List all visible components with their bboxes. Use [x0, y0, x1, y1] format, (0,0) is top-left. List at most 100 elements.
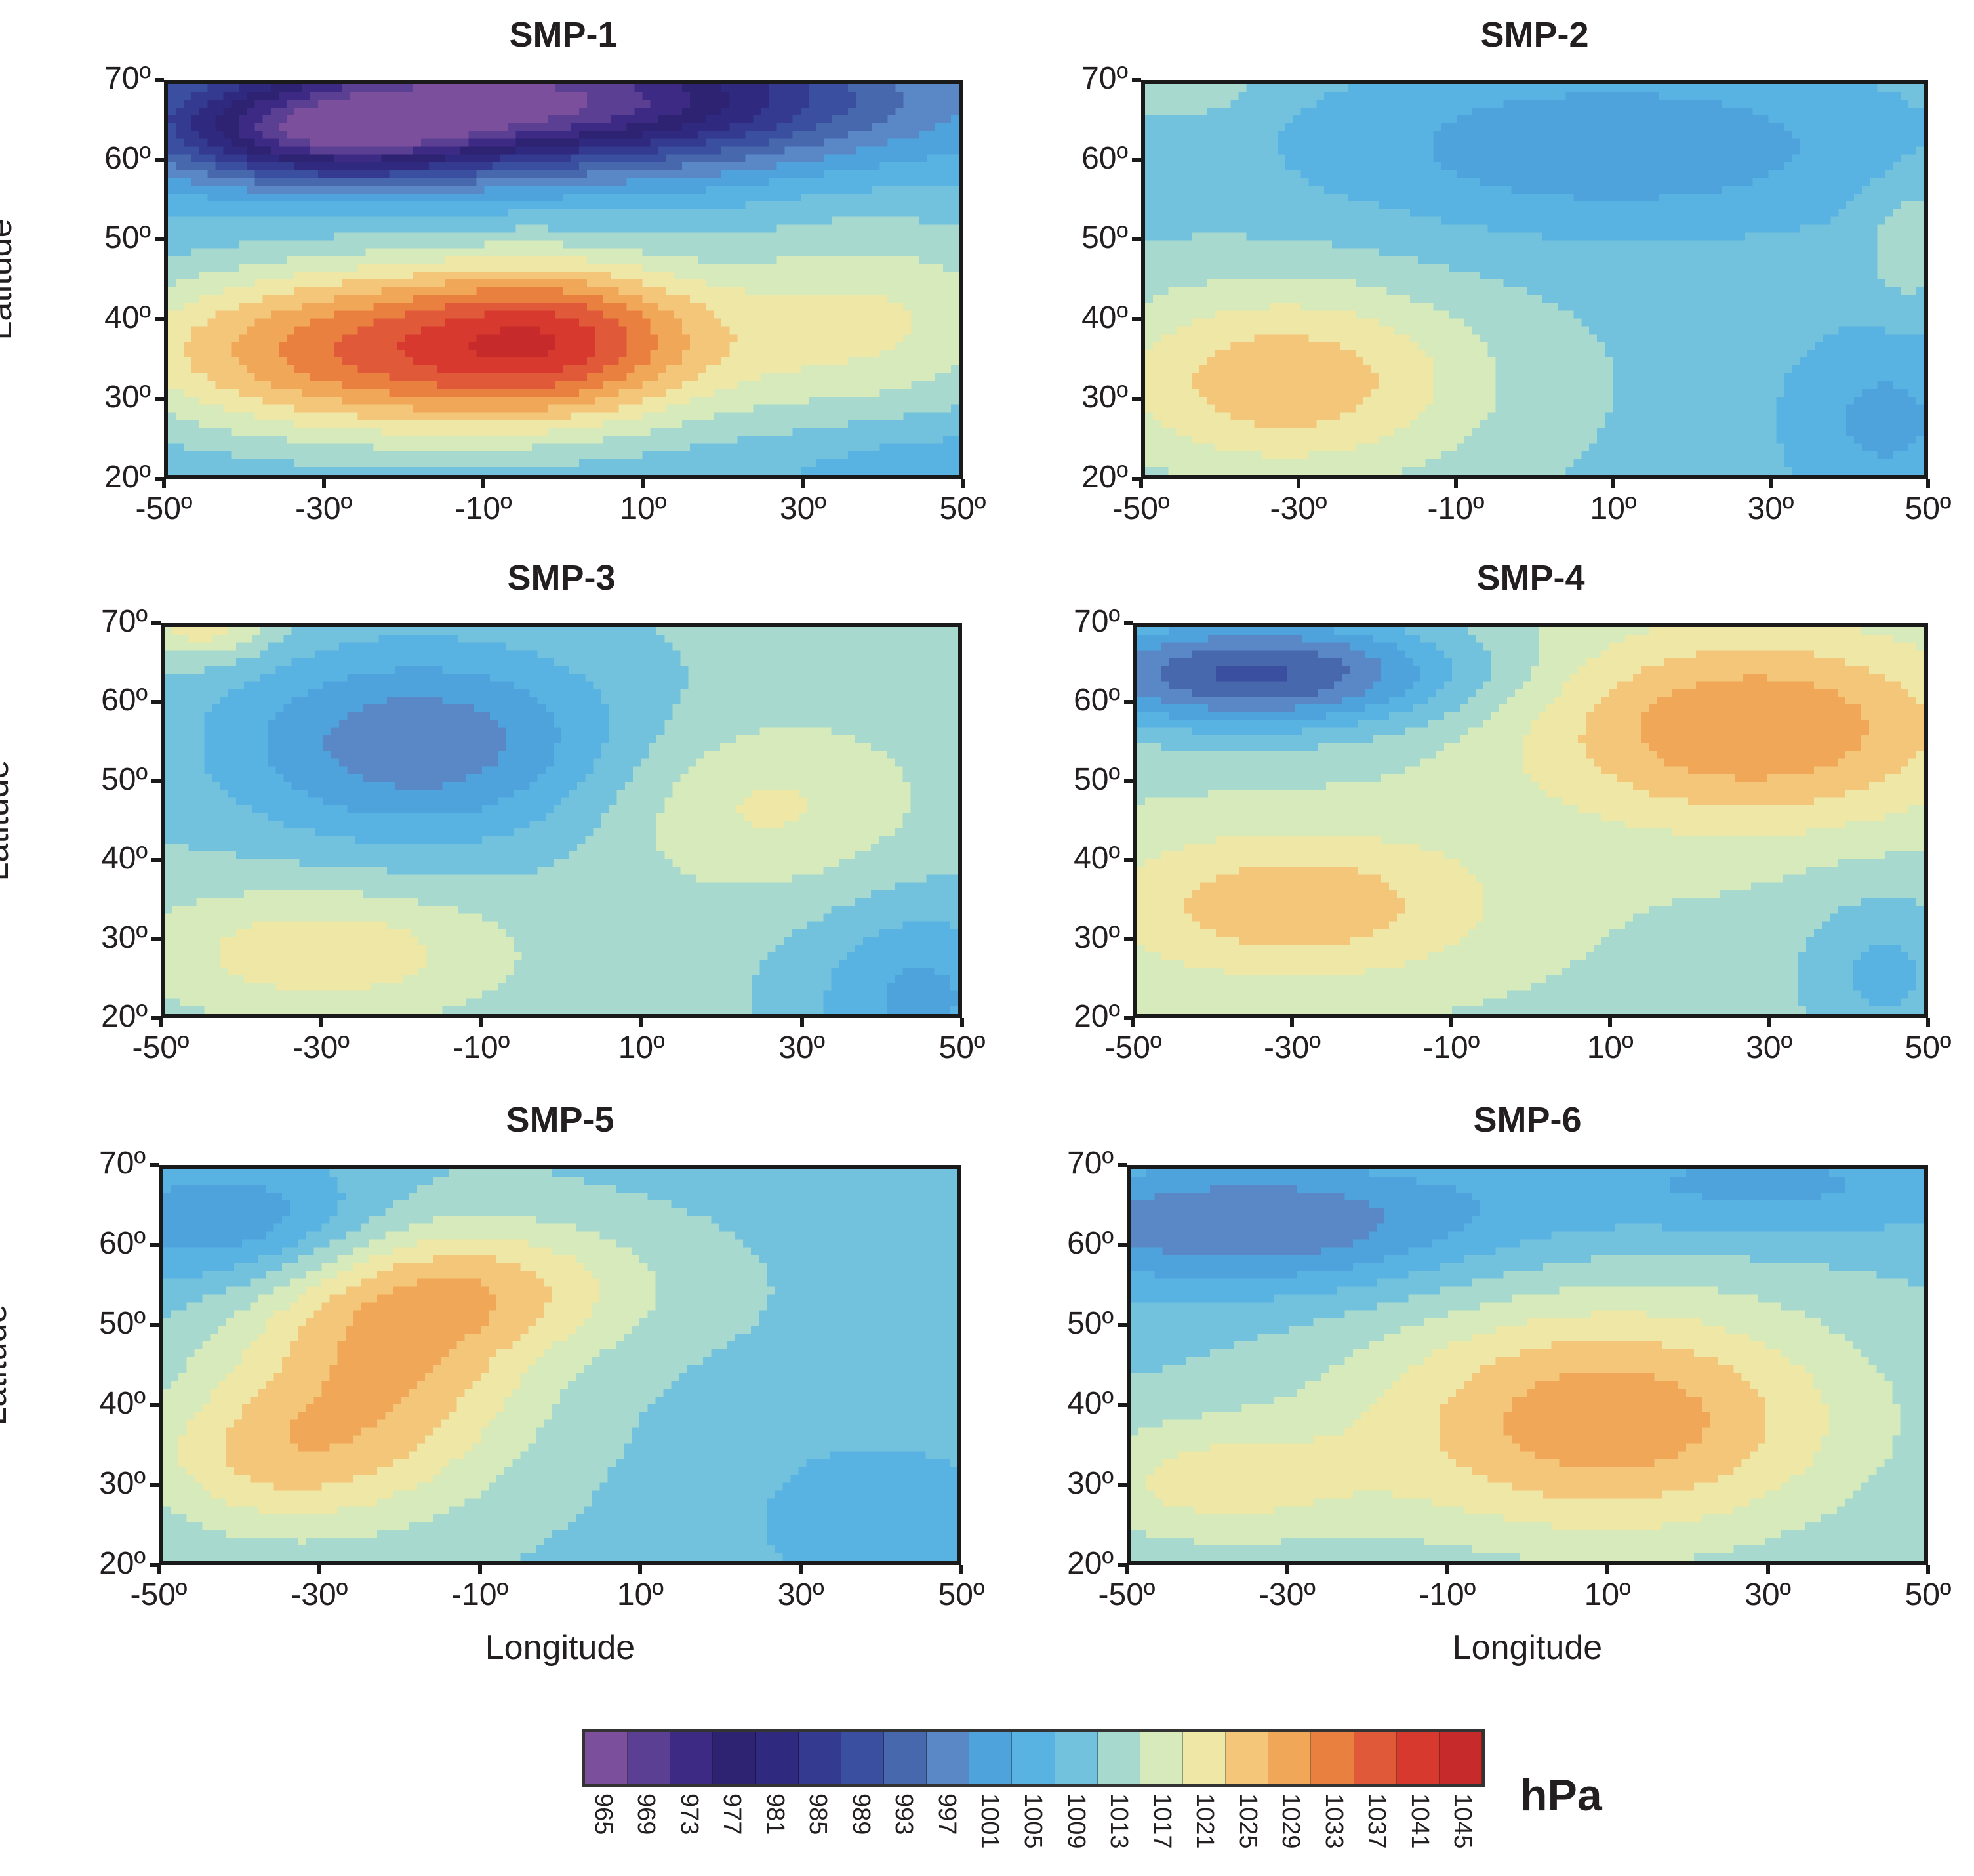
- field-cell: [539, 138, 548, 147]
- field-cell: [334, 279, 342, 288]
- field-cell: [468, 357, 477, 366]
- field-cell: [618, 357, 628, 366]
- field-cell: [911, 178, 920, 186]
- field-cell: [389, 357, 398, 366]
- field-cell: [428, 380, 437, 390]
- field-cell: [318, 310, 327, 319]
- field-cell: [254, 240, 264, 249]
- field-cell: [681, 295, 691, 304]
- field-cell: [832, 272, 841, 280]
- field-cell: [262, 232, 272, 241]
- field-cell: [350, 459, 359, 468]
- field-cell: [848, 428, 856, 436]
- field-cell: [199, 302, 208, 312]
- field-cell: [848, 334, 856, 342]
- field-cell: [286, 115, 295, 124]
- field-cell: [761, 365, 770, 374]
- field-cell: [706, 201, 714, 210]
- field-cell: [231, 256, 240, 264]
- field-cell: [397, 295, 406, 304]
- field-cell: [611, 232, 620, 241]
- field-cell: [587, 146, 595, 155]
- field-cell: [539, 107, 548, 116]
- field-cell: [326, 365, 334, 374]
- field-cell: [603, 209, 611, 218]
- field-cell: [428, 451, 437, 460]
- field-cell: [302, 131, 311, 140]
- field-cell: [721, 467, 730, 475]
- field-cell: [714, 138, 722, 147]
- field-cell: [420, 302, 430, 312]
- field-cell: [247, 178, 256, 186]
- field-cell: [397, 459, 406, 468]
- field-cell: [618, 459, 628, 468]
- field-cell: [176, 131, 184, 140]
- field-cell: [310, 310, 319, 319]
- field-cell: [942, 162, 952, 171]
- field-cell: [856, 84, 864, 92]
- field-cell: [302, 224, 311, 234]
- field-cell: [650, 240, 659, 249]
- field-cell: [207, 412, 216, 421]
- field-cell: [342, 162, 350, 171]
- field-cell: [428, 310, 437, 319]
- field-cell: [666, 310, 675, 319]
- field-cell: [247, 115, 256, 124]
- field-cell: [729, 107, 738, 116]
- field-cell: [824, 216, 833, 226]
- field-cell: [579, 310, 588, 319]
- field-cell: [484, 428, 493, 436]
- field-cell: [286, 412, 295, 421]
- field-cell: [698, 334, 706, 342]
- field-cell: [523, 146, 533, 155]
- field-cell: [784, 334, 794, 342]
- field-cell: [547, 357, 556, 366]
- field-cell: [919, 342, 928, 350]
- field-cell: [286, 99, 295, 108]
- field-cell: [626, 287, 635, 296]
- field-cell: [911, 428, 920, 436]
- field-cell: [927, 396, 936, 405]
- field-cell: [721, 380, 730, 390]
- field-cell: [420, 91, 430, 100]
- field-cell: [689, 350, 698, 358]
- field-cell: [792, 272, 801, 280]
- field-cell: [547, 412, 556, 421]
- field-cell: [784, 248, 794, 256]
- field-cell: [428, 420, 437, 429]
- field-cell: [555, 240, 564, 249]
- field-cell: [199, 272, 208, 280]
- field-cell: [595, 154, 603, 163]
- field-cell: [808, 232, 817, 241]
- field-cell: [927, 302, 936, 312]
- field-cell: [231, 146, 240, 155]
- field-cell: [935, 256, 944, 264]
- field-cell: [397, 350, 406, 358]
- field-cell: [310, 287, 319, 296]
- field-cell: [642, 443, 651, 452]
- field-cell: [223, 467, 232, 475]
- field-cell: [413, 232, 422, 241]
- field-cell: [239, 84, 248, 92]
- field-cell: [800, 388, 809, 398]
- field-cell: [515, 146, 525, 155]
- field-cell: [420, 287, 430, 296]
- field-cell: [895, 84, 904, 92]
- field-cell: [420, 310, 430, 319]
- field-cell: [405, 365, 414, 374]
- field-cell: [523, 84, 533, 92]
- field-cell: [508, 209, 517, 218]
- field-cell: [531, 99, 540, 108]
- field-cell: [184, 326, 192, 335]
- field-cell: [555, 404, 564, 413]
- field-cell: [840, 193, 849, 202]
- field-cell: [334, 404, 342, 413]
- field-cell: [223, 295, 232, 304]
- field-cell: [681, 131, 691, 140]
- field-cell: [453, 138, 461, 147]
- field-cell: [832, 123, 841, 132]
- field-cell: [508, 272, 517, 280]
- field-cell: [437, 318, 445, 327]
- field-cell: [215, 256, 224, 264]
- field-cell: [373, 428, 382, 436]
